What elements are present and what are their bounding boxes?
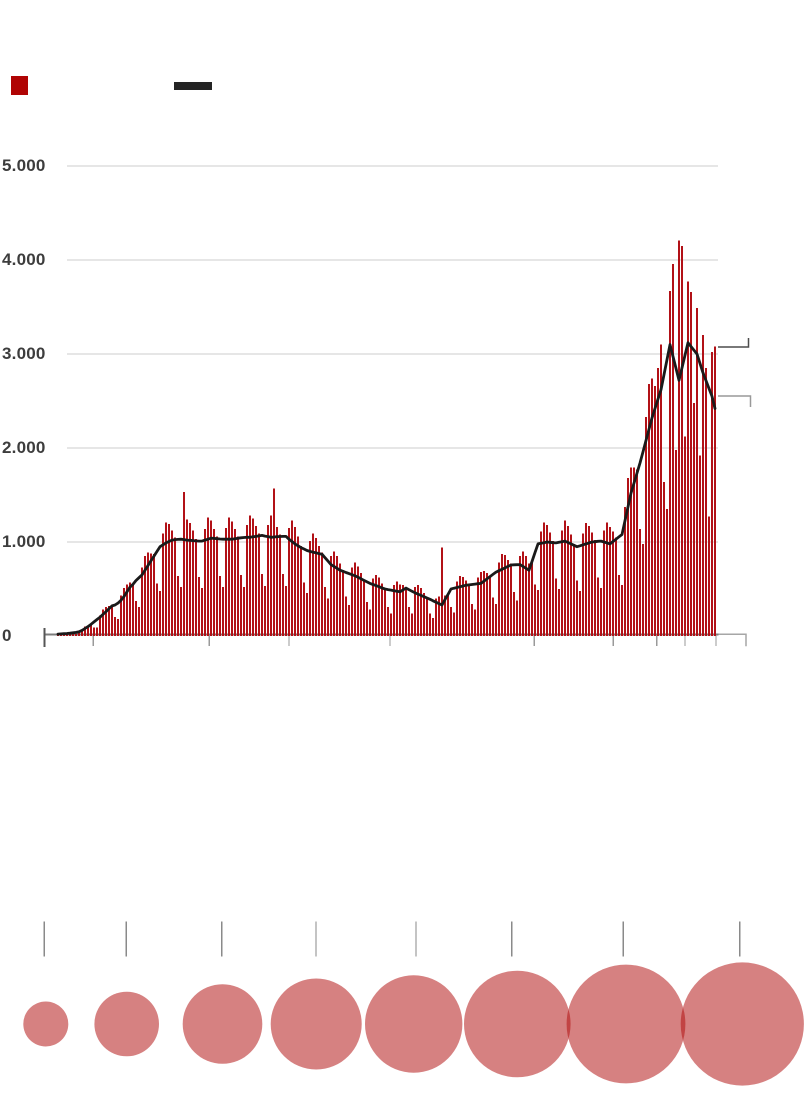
y-axis-label: 2.000: [2, 438, 46, 457]
legend: [0, 0, 808, 110]
bubble: [94, 991, 159, 1057]
average-line: [56, 341, 717, 636]
bubble: [365, 975, 463, 1073]
y-axis-label: 0: [2, 626, 12, 645]
bubble: [182, 984, 263, 1064]
bubble: [680, 962, 804, 1086]
bubble: [270, 978, 362, 1070]
bars-series: [57, 240, 716, 637]
legend-line-swatch: [174, 82, 212, 90]
bubble: [566, 964, 686, 1084]
legend-bar-swatch: [11, 76, 28, 95]
bubble: [23, 1001, 69, 1047]
y-axis-label: 5.000: [2, 156, 46, 175]
axis-bracket: [718, 633, 747, 647]
lower-bracket: [718, 395, 752, 408]
y-axis-label: 4.000: [2, 250, 46, 269]
upper-bracket: [718, 338, 750, 348]
bubble: [464, 970, 571, 1078]
y-axis-label: 3.000: [2, 344, 46, 363]
y-axis-label: 1.000: [2, 532, 46, 551]
